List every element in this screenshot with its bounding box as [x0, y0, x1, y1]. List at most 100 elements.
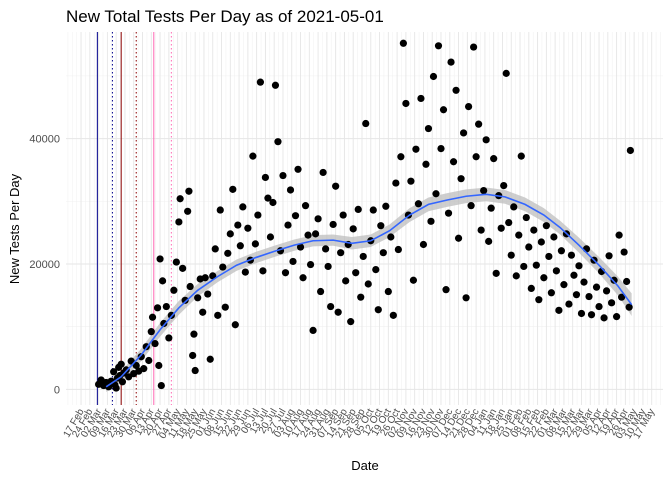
data-point — [112, 384, 120, 392]
data-point — [464, 103, 473, 111]
data-point — [427, 217, 435, 225]
data-point — [286, 186, 295, 194]
data-point — [585, 292, 593, 301]
data-point — [462, 294, 470, 302]
data-point — [490, 155, 498, 163]
data-point — [512, 272, 520, 280]
data-points — [95, 39, 634, 392]
data-point — [625, 303, 633, 311]
data-point — [520, 262, 528, 271]
data-point — [140, 365, 148, 373]
data-point — [592, 283, 601, 291]
data-point — [545, 252, 553, 261]
data-point — [582, 245, 591, 253]
data-point — [156, 255, 164, 263]
data-point — [429, 72, 438, 81]
data-point — [532, 261, 540, 269]
data-point — [221, 303, 229, 311]
data-point — [172, 258, 180, 266]
data-point — [454, 234, 463, 242]
data-point — [555, 306, 563, 314]
data-point — [362, 119, 370, 128]
data-point — [399, 39, 407, 47]
data-point — [219, 263, 227, 271]
data-point — [432, 190, 440, 198]
data-point — [209, 272, 217, 280]
data-point — [145, 356, 153, 365]
data-point — [239, 203, 247, 211]
data-point — [397, 153, 405, 161]
data-point — [412, 145, 420, 153]
data-point — [157, 381, 165, 390]
data-point — [271, 81, 280, 89]
data-point — [560, 281, 568, 289]
data-point — [618, 293, 626, 301]
data-point — [610, 276, 618, 284]
data-point — [419, 240, 428, 249]
data-point — [266, 233, 275, 241]
data-point — [492, 269, 500, 277]
data-point — [522, 213, 530, 222]
data-point — [567, 251, 576, 259]
data-point — [236, 242, 244, 250]
data-point — [201, 274, 209, 282]
data-point — [191, 366, 199, 375]
smooth-line — [105, 193, 633, 388]
data-point — [269, 198, 277, 207]
data-point — [407, 177, 415, 185]
data-point — [467, 202, 475, 210]
x-axis-title: Date — [351, 458, 378, 473]
data-point — [151, 339, 159, 348]
data-point — [497, 224, 505, 232]
data-point — [105, 383, 113, 391]
data-point — [439, 106, 448, 114]
data-point — [595, 302, 603, 311]
data-point — [334, 308, 342, 316]
data-point — [477, 226, 485, 234]
data-point — [118, 378, 127, 386]
data-point — [447, 58, 455, 66]
data-point — [517, 152, 525, 160]
data-point — [452, 86, 460, 94]
data-point — [547, 289, 555, 297]
data-point — [251, 240, 259, 248]
data-point — [570, 271, 578, 279]
data-point — [500, 181, 508, 190]
data-point — [387, 233, 395, 241]
data-point — [449, 158, 458, 166]
data-point — [294, 165, 302, 173]
data-point — [327, 302, 335, 311]
data-point — [279, 171, 287, 180]
data-point — [176, 195, 184, 203]
y-tick-label: 40000 — [29, 134, 60, 146]
data-point — [289, 257, 297, 266]
data-point — [342, 277, 350, 285]
data-point — [485, 237, 493, 245]
data-point — [309, 326, 317, 334]
data-point — [470, 43, 478, 51]
data-point — [382, 202, 390, 210]
data-point — [417, 94, 425, 103]
data-point — [329, 220, 337, 229]
data-point — [580, 278, 588, 286]
data-point — [364, 280, 372, 288]
data-point — [259, 267, 267, 275]
data-point — [487, 204, 495, 212]
data-point — [117, 360, 125, 368]
data-point — [189, 351, 197, 360]
data-point — [409, 276, 418, 284]
data-point — [372, 265, 380, 274]
data-point — [206, 355, 214, 363]
data-point — [184, 207, 192, 215]
data-point — [190, 330, 198, 338]
data-point — [602, 287, 611, 295]
data-point — [155, 361, 163, 370]
data-point — [291, 212, 300, 220]
data-point — [537, 238, 545, 246]
data-point — [153, 304, 162, 312]
data-point — [332, 182, 340, 190]
data-point — [369, 206, 377, 214]
data-point — [437, 145, 445, 153]
data-point — [615, 231, 623, 239]
